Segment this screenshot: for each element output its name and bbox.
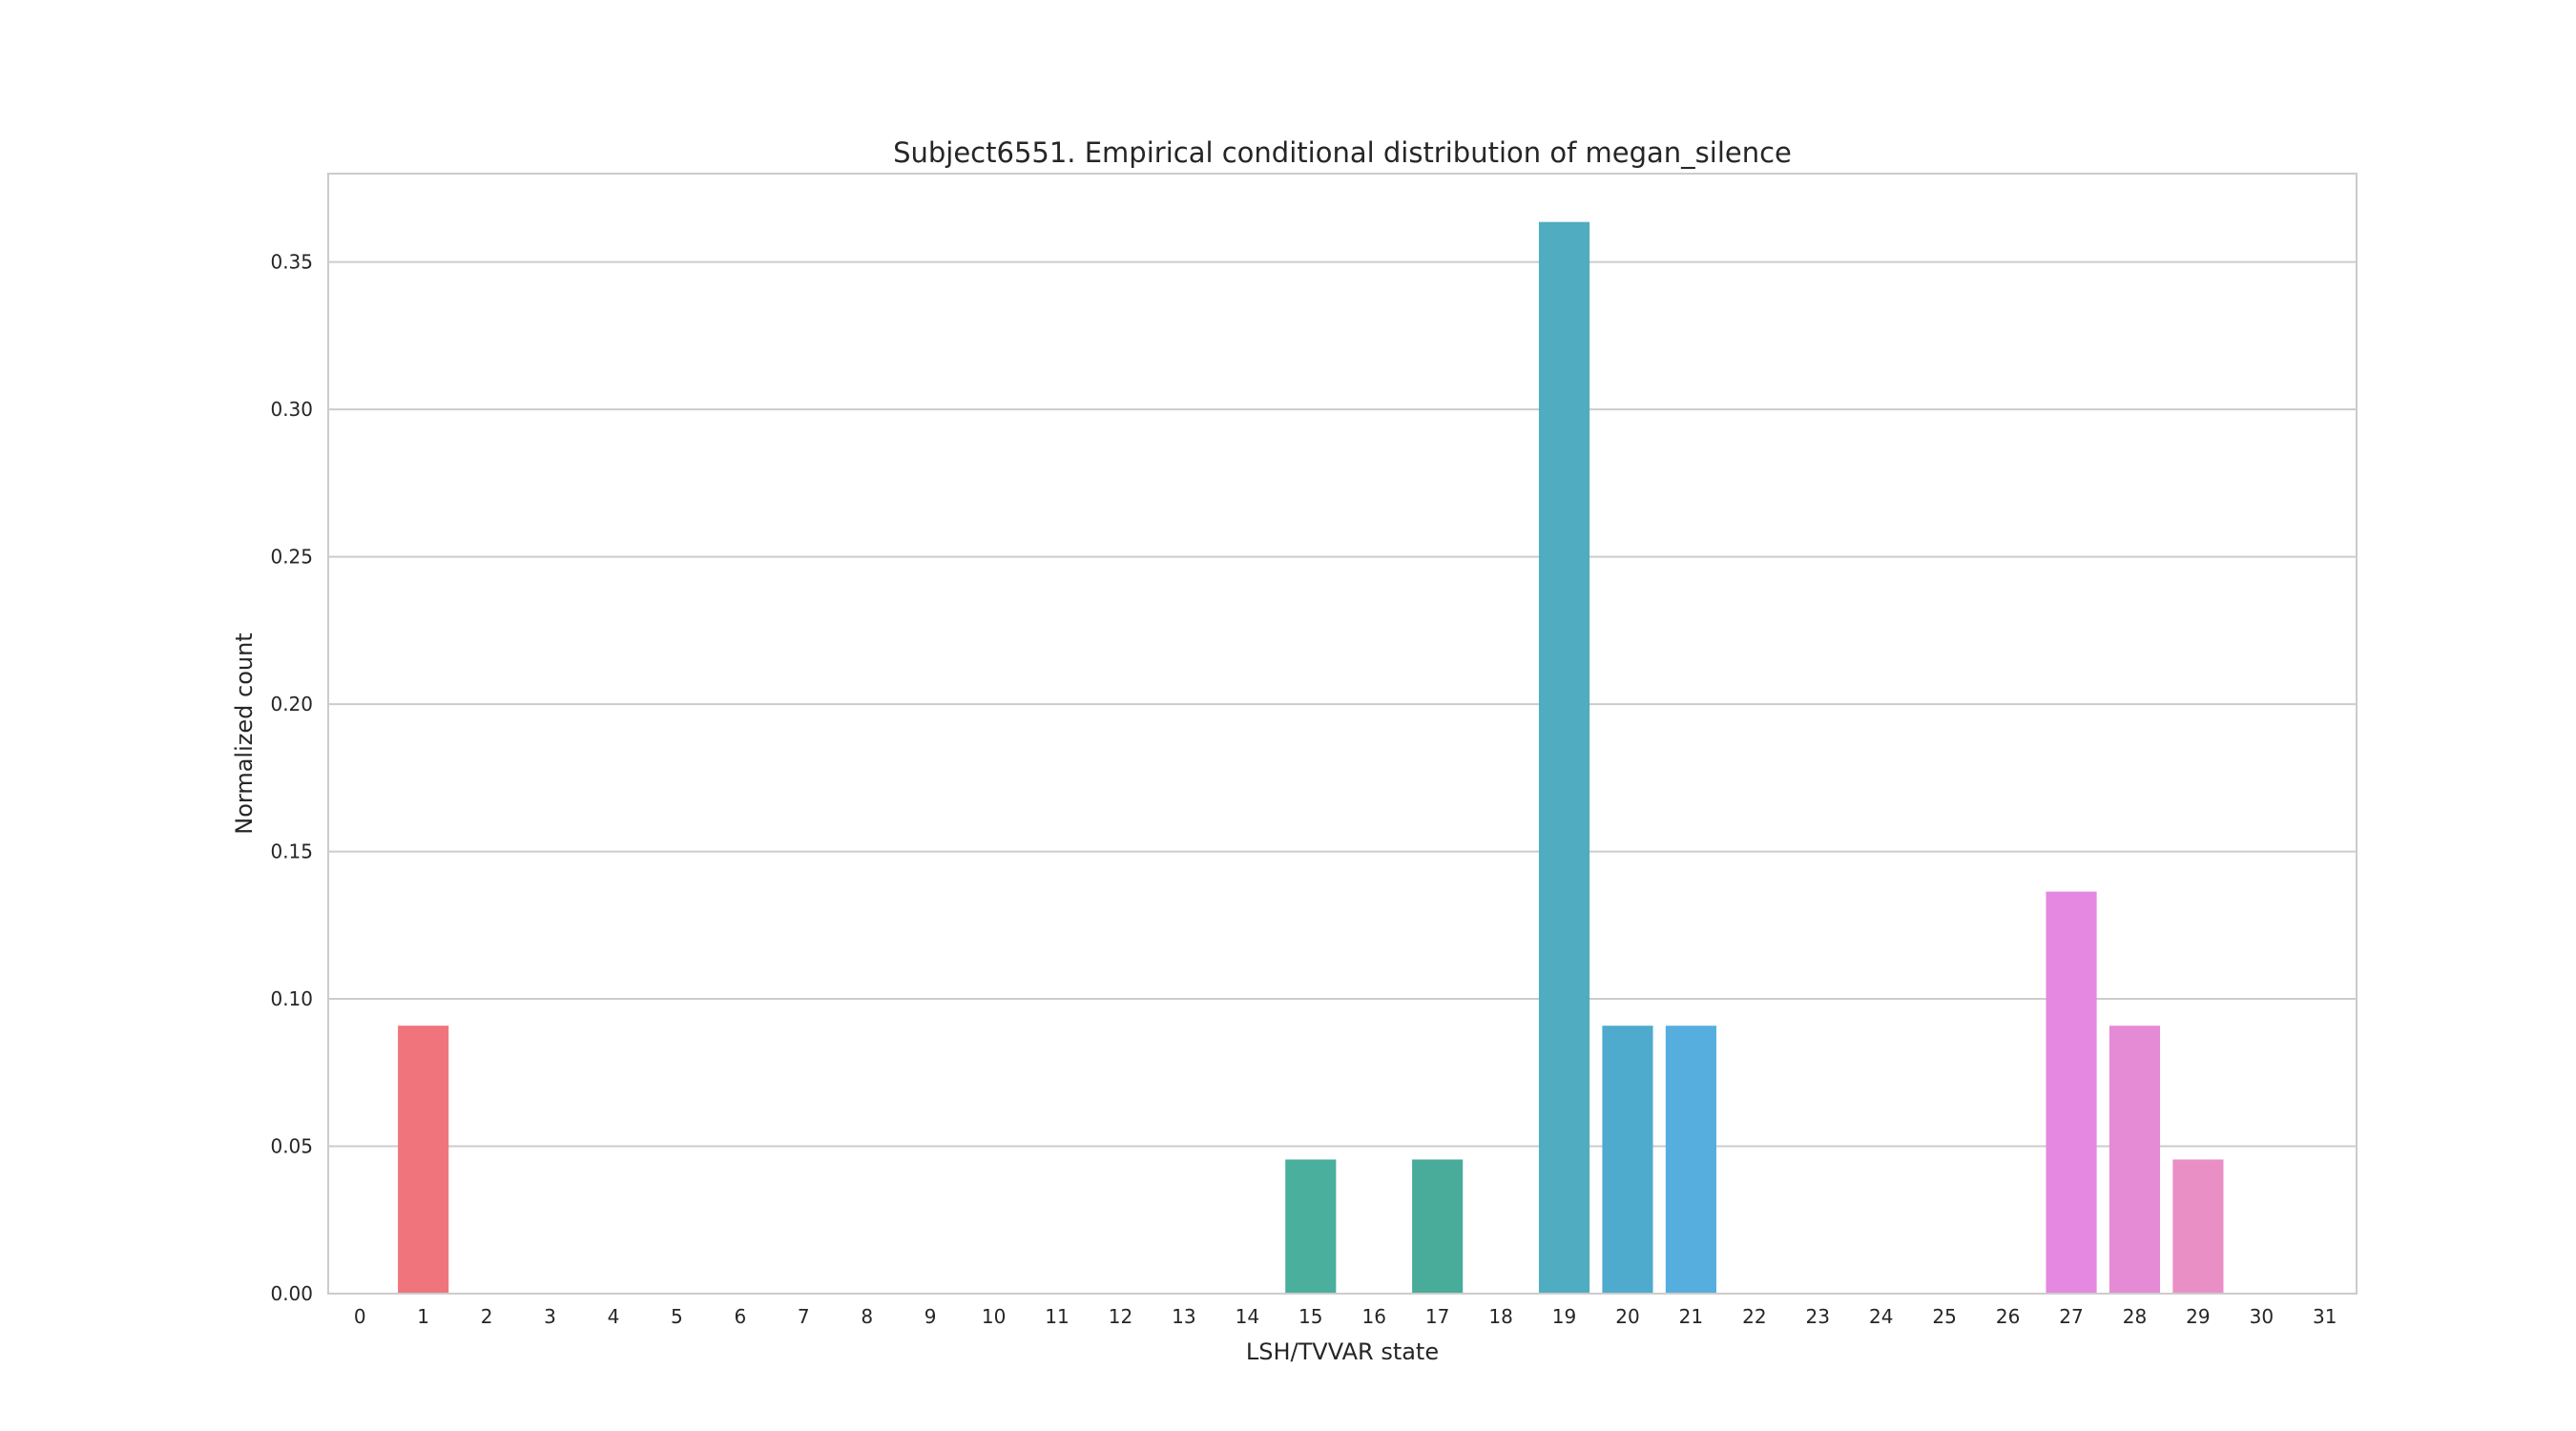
x-tick-label: 14 (1236, 1305, 1259, 1328)
x-axis-label: LSH/TVVAR state (1246, 1338, 1439, 1365)
x-tick-label: 20 (1615, 1305, 1639, 1328)
bar-1 (398, 1026, 449, 1294)
y-tick-label: 0.35 (270, 251, 313, 274)
x-tick-label: 9 (924, 1305, 937, 1328)
y-tick-label: 0.00 (270, 1282, 313, 1305)
x-tick-label: 5 (671, 1305, 683, 1328)
x-tick-label: 27 (2059, 1305, 2083, 1328)
x-tick-label: 0 (354, 1305, 366, 1328)
bar-19 (1538, 221, 1590, 1295)
x-tick-label: 8 (861, 1305, 873, 1328)
grid-lines (328, 260, 2357, 1148)
x-tick-label: 26 (1996, 1305, 2020, 1328)
x-tick-label: 17 (1425, 1305, 1449, 1328)
x-tick-label: 31 (2313, 1305, 2337, 1328)
bars (398, 221, 2224, 1295)
x-tick-label: 16 (1361, 1305, 1385, 1328)
y-tick-label: 0.15 (270, 840, 313, 863)
x-tick-label: 24 (1869, 1305, 1893, 1328)
chart-title: Subject6551. Empirical conditional distr… (893, 136, 1792, 169)
y-tick-label: 0.10 (270, 987, 313, 1010)
plot-frame (327, 173, 2358, 1295)
y-tick-label: 0.25 (270, 546, 313, 569)
x-tick-label: 30 (2250, 1305, 2274, 1328)
x-tick-label: 7 (798, 1305, 810, 1328)
x-tick-label: 18 (1488, 1305, 1512, 1328)
x-tick-label: 22 (1742, 1305, 1766, 1328)
y-axis-ticks: 0.00 0.05 0.10 0.15 0.20 0.25 0.30 0.35 (270, 251, 313, 1305)
bar-15 (1285, 1159, 1337, 1294)
x-tick-label: 1 (417, 1305, 429, 1328)
x-tick-label: 25 (1932, 1305, 1956, 1328)
y-tick-label: 0.30 (270, 398, 313, 421)
x-tick-label: 19 (1552, 1305, 1576, 1328)
x-tick-label: 15 (1298, 1305, 1322, 1328)
x-tick-label: 10 (982, 1305, 1006, 1328)
bar-21 (1665, 1026, 1716, 1294)
x-axis-ticks: 0 1 2 3 4 5 6 7 8 9 10 11 12 13 14 15 16 17 18 19 20 21 22 23 24… (354, 1305, 2337, 1328)
x-tick-label: 21 (1679, 1305, 1703, 1328)
x-tick-label: 12 (1109, 1305, 1132, 1328)
x-tick-label: 23 (1806, 1305, 1830, 1328)
bar-20 (1602, 1026, 1653, 1294)
y-tick-label: 0.05 (270, 1135, 313, 1158)
x-tick-label: 28 (2123, 1305, 2147, 1328)
x-tick-label: 29 (2186, 1305, 2210, 1328)
bar-27 (2046, 891, 2097, 1294)
x-tick-label: 11 (1045, 1305, 1069, 1328)
x-tick-label: 3 (544, 1305, 556, 1328)
y-tick-label: 0.20 (270, 693, 313, 716)
x-tick-label: 13 (1172, 1305, 1195, 1328)
y-axis-label: Normalized count (231, 633, 258, 834)
bar-28 (2109, 1026, 2161, 1294)
x-tick-label: 4 (608, 1305, 620, 1328)
x-tick-label: 6 (734, 1305, 746, 1328)
x-tick-label: 2 (481, 1305, 493, 1328)
bar-29 (2172, 1159, 2224, 1294)
bar-17 (1412, 1159, 1464, 1294)
